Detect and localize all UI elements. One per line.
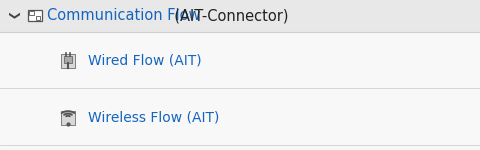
FancyBboxPatch shape: [29, 11, 34, 15]
Text: ❯: ❯: [7, 11, 17, 21]
FancyBboxPatch shape: [36, 16, 40, 20]
Bar: [0, 0, 480, 32]
Text: Wired Flow (AIT): Wired Flow (AIT): [88, 54, 202, 68]
FancyBboxPatch shape: [28, 10, 42, 21]
Bar: [61, 111, 75, 124]
Text: (AIT-Connector): (AIT-Connector): [165, 9, 288, 24]
Bar: [61, 54, 75, 68]
Text: Communication Flow: Communication Flow: [47, 9, 201, 24]
Text: Wireless Flow (AIT): Wireless Flow (AIT): [88, 111, 219, 124]
FancyBboxPatch shape: [64, 56, 72, 63]
